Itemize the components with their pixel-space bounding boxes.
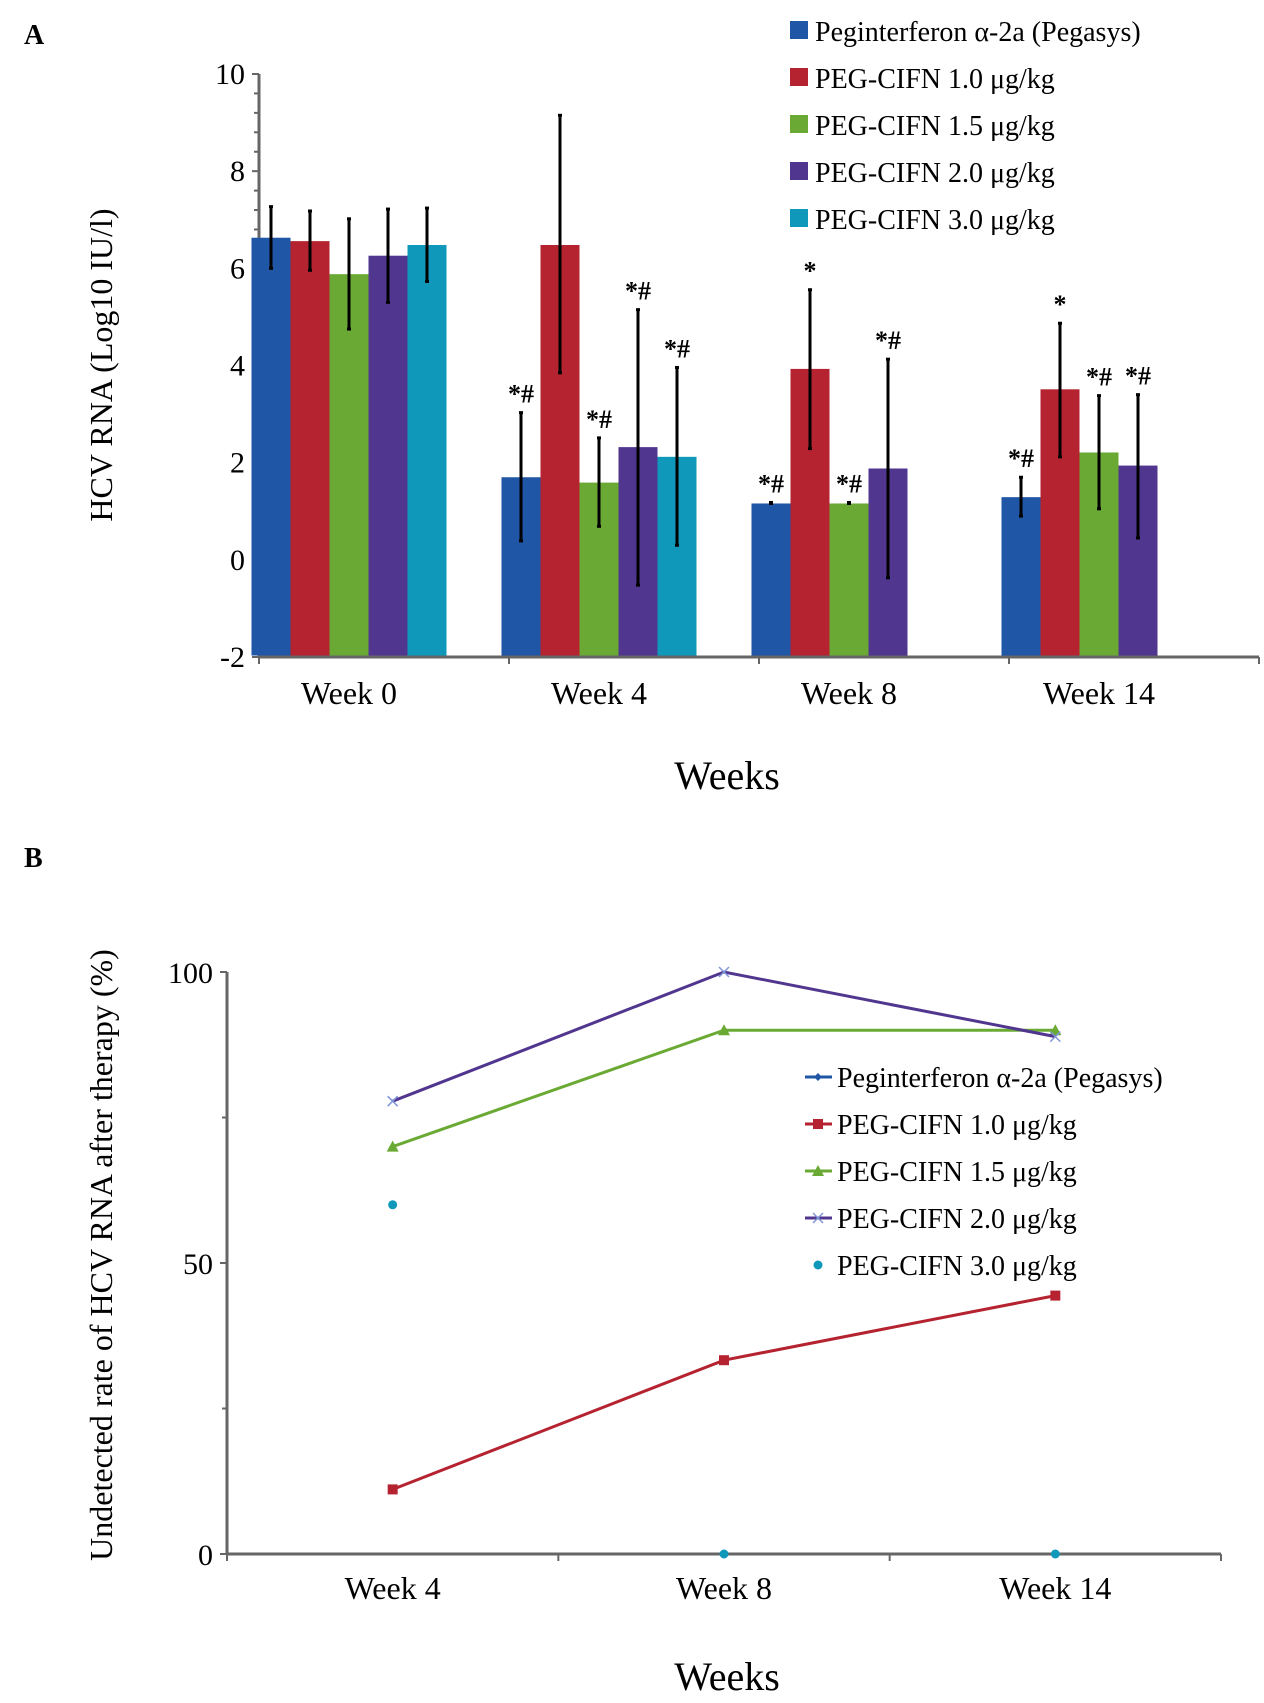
data-point: [388, 1200, 398, 1210]
legend-label: PEG-CIFN 2.0 μg/kg: [815, 158, 1055, 189]
legend-label: PEG-CIFN 1.0 μg/kg: [837, 1110, 1077, 1141]
legend-swatch: [790, 115, 808, 133]
significance-annotation: *: [1054, 290, 1067, 319]
data-point: [387, 1095, 399, 1107]
legend-swatch: [790, 68, 808, 86]
legend-label: PEG-CIFN 1.5 μg/kg: [837, 1157, 1077, 1188]
legend-swatch: [790, 162, 808, 180]
bar: [368, 255, 408, 656]
data-point: [1049, 1031, 1061, 1043]
data-point: [719, 1549, 729, 1559]
legend-marker: [812, 1165, 824, 1176]
legend-marker: [814, 1073, 822, 1081]
legend-label: Peginterferon α-2a (Pegasys): [837, 1063, 1163, 1094]
bar: [251, 237, 291, 656]
significance-annotation: *#: [836, 470, 862, 499]
significance-annotation: *#: [625, 277, 651, 306]
bar: [329, 274, 369, 656]
data-point: [1050, 1549, 1060, 1559]
data-point: [718, 966, 730, 978]
x-tick-label: Week 8: [676, 1570, 772, 1606]
data-point: [719, 1355, 729, 1366]
significance-annotation: *#: [508, 380, 534, 409]
data-point: [718, 1024, 730, 1036]
x-tick-label: Week 8: [801, 675, 897, 711]
data-point: [387, 1484, 398, 1495]
y-tick-label: 10: [215, 58, 245, 91]
x-tick-label: Week 4: [551, 675, 647, 711]
bar: [751, 503, 791, 656]
x-tick-label: Week 14: [1043, 675, 1155, 711]
legend-swatch: [790, 209, 808, 227]
data-point: [1050, 1290, 1061, 1301]
y-tick-label: 6: [230, 252, 245, 285]
legend-label: PEG-CIFN 1.0 μg/kg: [815, 64, 1055, 95]
legend-label: PEG-CIFN 1.5 μg/kg: [815, 111, 1055, 142]
marker-stroke: [1049, 1031, 1061, 1043]
legend-label: PEG-CIFN 3.0 μg/kg: [815, 205, 1055, 236]
significance-annotation: *#: [586, 405, 612, 434]
legend-marker: [812, 1212, 824, 1224]
marker-stroke: [387, 1095, 399, 1107]
significance-annotation: *#: [1008, 444, 1034, 473]
panel-a-y-axis-title: HCV RNA (Log10 IU/l): [83, 208, 119, 521]
legend-marker: [813, 1260, 823, 1270]
panel-b-x-axis-title: Weeks: [674, 1654, 780, 1699]
legend-swatch: [790, 21, 808, 39]
panel-b-label: B: [24, 843, 43, 874]
panel-a-legend: Peginterferon α-2a (Pegasys) PEG-CIFN 1.0…: [790, 17, 1141, 236]
legend-label: PEG-CIFN 2.0 μg/kg: [837, 1204, 1077, 1235]
significance-annotation: *#: [758, 470, 784, 499]
bar: [1001, 497, 1041, 656]
bar: [407, 245, 447, 656]
y-tick-label: 8: [230, 155, 245, 188]
significance-annotation: *#: [664, 334, 690, 363]
significance-annotation: *#: [1086, 363, 1112, 392]
y-tick-label: 4: [230, 350, 245, 383]
panel-a-label: A: [24, 20, 45, 51]
panel-b-legend: Peginterferon α-2a (Pegasys) PEG-CIFN 1.0…: [805, 1063, 1163, 1282]
panel-a-x-axis-title: Weeks: [674, 753, 780, 798]
x-tick-label: Week 0: [301, 675, 397, 711]
y-tick-label: 2: [230, 447, 245, 480]
y-tick-label: -2: [220, 641, 245, 674]
bar: [829, 503, 869, 656]
legend-marker: [813, 1119, 823, 1129]
significance-annotation: *#: [1125, 362, 1151, 391]
y-tick-label: 0: [198, 1539, 213, 1572]
legend-label: Peginterferon α-2a (Pegasys): [815, 17, 1141, 48]
legend-label: PEG-CIFN 3.0 μg/kg: [837, 1251, 1077, 1282]
panel-b-y-axis-title: Undetected rate of HCV RNA after therapy…: [83, 949, 119, 1561]
data-point: [386, 1140, 399, 1152]
significance-annotation: *#: [875, 326, 901, 355]
marker-stroke: [718, 966, 730, 978]
significance-annotation: *: [804, 257, 817, 286]
y-tick-label: 100: [168, 957, 213, 990]
panel-a-plot: -2 0 2 4 6 8 10 Week 0 Week 4 *# *# *# *# Week 8 *# * *#…: [215, 58, 1260, 711]
data-point: [1049, 1024, 1062, 1036]
x-tick-label: Week 4: [345, 1570, 441, 1606]
series-line: [392, 1294, 1056, 1491]
y-tick-label: 50: [183, 1248, 213, 1281]
marker-stroke: [812, 1212, 824, 1224]
y-tick-label: 0: [230, 544, 245, 577]
panel-b-plot: 0 50 100 Week 4 Week 8 Week 14: [168, 957, 1222, 1606]
bar: [290, 241, 330, 656]
x-tick-label: Week 14: [999, 1570, 1111, 1606]
